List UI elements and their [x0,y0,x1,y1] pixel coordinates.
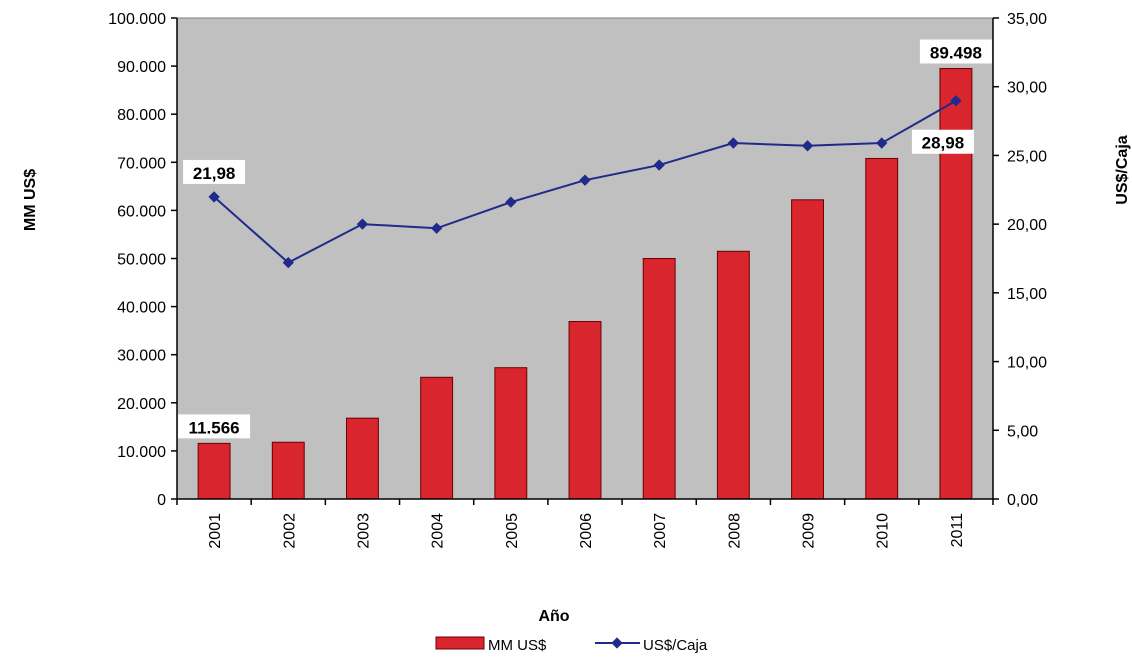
y-tick-label-right: 35,00 [1007,11,1047,28]
y-tick-label-right: 25,00 [1007,148,1047,165]
data-label-28,98: 28,98 [922,134,965,153]
line-point-2007 [653,159,665,171]
bar-2005 [494,367,528,500]
x-tick-label-2007: 2007 [652,513,669,549]
data-label-box [183,159,246,184]
y-tick-label-right: 15,00 [1007,286,1047,303]
x-tick-label-2003: 2003 [355,513,372,549]
y-tick-label-right: 30,00 [1007,80,1047,97]
line-point-2006 [579,174,591,186]
data-label-box [919,39,992,64]
y-tick-label-right: 5,00 [1007,423,1038,440]
bar-2004 [420,376,454,500]
y-tick-label-left: 40.000 [117,300,166,317]
y-tick-label-left: 50.000 [117,252,166,269]
line-point-2003 [356,218,369,230]
line-point-2001 [208,191,220,203]
x-tick-label-2005: 2005 [504,513,521,549]
y-tick-label-left: 0 [157,492,166,509]
bar-2006 [568,321,602,500]
x-tick-label-2004: 2004 [430,513,447,549]
x-tick-label-2008: 2008 [726,513,743,549]
y-tick-label-left: 10.000 [117,444,166,461]
line-point-2005 [505,196,517,208]
bar-2010 [865,157,899,500]
line-point-2002 [282,256,294,269]
legend-bar-swatch [435,636,485,650]
line-point-2010 [876,137,888,149]
bar-2002 [271,441,305,500]
y-tick-label-left: 80.000 [117,107,166,124]
x-tick-label-2009: 2009 [801,513,818,549]
line-point-2008 [727,137,740,149]
y-tick-label-right: 0,00 [1007,492,1038,509]
x-tick-label-2002: 2002 [281,513,298,549]
x-tick-label-2006: 2006 [578,513,595,549]
data-label-89.498: 89.498 [930,44,982,63]
y-axis-right-title: US$/Caja [1114,135,1131,204]
bar-2001 [197,442,231,500]
y-tick-label-right: 20,00 [1007,217,1047,234]
data-label-21,98: 21,98 [193,164,236,183]
line-point-2004 [430,222,443,234]
y-tick-label-right: 10,00 [1007,355,1047,372]
y-tick-label-left: 30.000 [117,348,166,365]
bar-series [197,68,973,500]
data-labels: 11.566 89.498 21,98 28,98 [178,39,992,439]
x-axis-title: Año [538,608,569,625]
data-label-11.566: 11.566 [189,418,240,437]
x-tick-label-2011: 2011 [949,513,966,548]
axes: 0 10.000 20.000 30.000 40.000 50.000 60.000 70.… [108,11,1047,549]
y-tick-label-left: 90.000 [117,59,166,76]
data-label-box [911,129,974,154]
legend-label-line: US$/Caja [643,637,708,654]
legend-line-marker [611,637,623,649]
y-tick-label-left: 20.000 [117,396,166,413]
y-tick-label-left: 70.000 [117,155,166,172]
y-tick-label-left: 60.000 [117,203,166,220]
data-label-box [178,414,251,439]
legend-label-bar: MM US$ [488,637,547,654]
y-tick-label-left: 100.000 [108,11,166,28]
bar-2007 [642,258,676,500]
x-tick-label-2010: 2010 [875,513,892,549]
line-point-2009 [801,140,814,152]
bar-2008 [716,250,750,500]
bar-2003 [346,417,379,500]
y-axis-left-title: MM US$ [22,169,39,231]
legend: MM US$ US$/Caja [435,636,708,654]
bar-2009 [791,199,824,500]
line-series [208,95,962,269]
x-tick-label-2001: 2001 [207,513,224,549]
